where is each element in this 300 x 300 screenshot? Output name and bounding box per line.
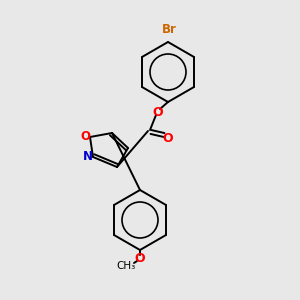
Text: O: O: [163, 131, 173, 145]
Text: O: O: [80, 130, 90, 143]
Text: CH₃: CH₃: [116, 261, 136, 271]
Text: Br: Br: [162, 23, 176, 36]
Text: N: N: [83, 151, 93, 164]
Text: O: O: [153, 106, 163, 118]
Text: O: O: [135, 251, 145, 265]
